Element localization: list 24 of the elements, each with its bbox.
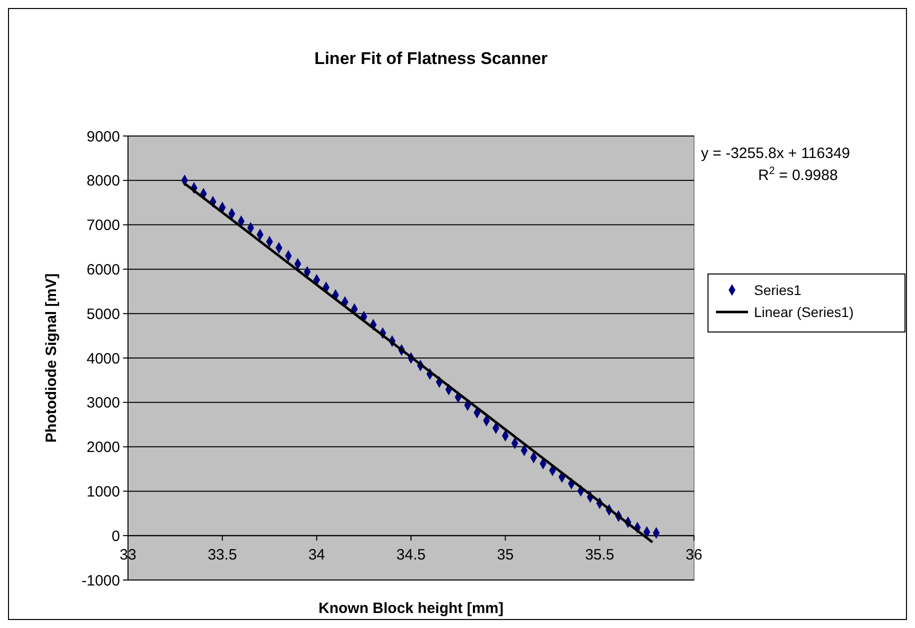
y-tick-label: 3000 (86, 394, 120, 412)
x-tick-label: 35 (496, 546, 514, 564)
x-axis-title: Known Block height [mm] (318, 600, 504, 617)
y-tick-label: -1000 (82, 572, 120, 590)
y-tick-label: 8000 (86, 172, 120, 190)
y-tick-label: 1000 (86, 483, 120, 500)
y-tick-label: 7000 (86, 217, 120, 234)
y-tick-label: 4000 (86, 350, 120, 368)
text: y = -3255.8x + 116349 (701, 145, 850, 162)
y-tick-label: 5000 (86, 306, 120, 323)
y-tick-label: 2000 (86, 439, 120, 456)
x-tick-label: 34 (308, 546, 326, 564)
y-tick-label: 9000 (86, 128, 120, 146)
x-tick-label: 36 (686, 546, 702, 564)
legend-label: Series1 (754, 282, 802, 298)
x-tick-label: 33.5 (208, 546, 237, 564)
x-tick-label: 34.5 (396, 546, 426, 564)
y-axis-title: Photodiode Signal [mV] (43, 273, 60, 443)
text: R$^{2}$ = 0.9988 (758, 165, 838, 184)
legend-label: Linear (Series1) (754, 304, 854, 320)
chart-title: Liner Fit of Flatness Scanner (314, 49, 548, 68)
y-tick-label: 6000 (86, 261, 120, 278)
x-tick-label: 35.5 (585, 546, 614, 564)
y-tick-label: 0 (112, 528, 120, 545)
